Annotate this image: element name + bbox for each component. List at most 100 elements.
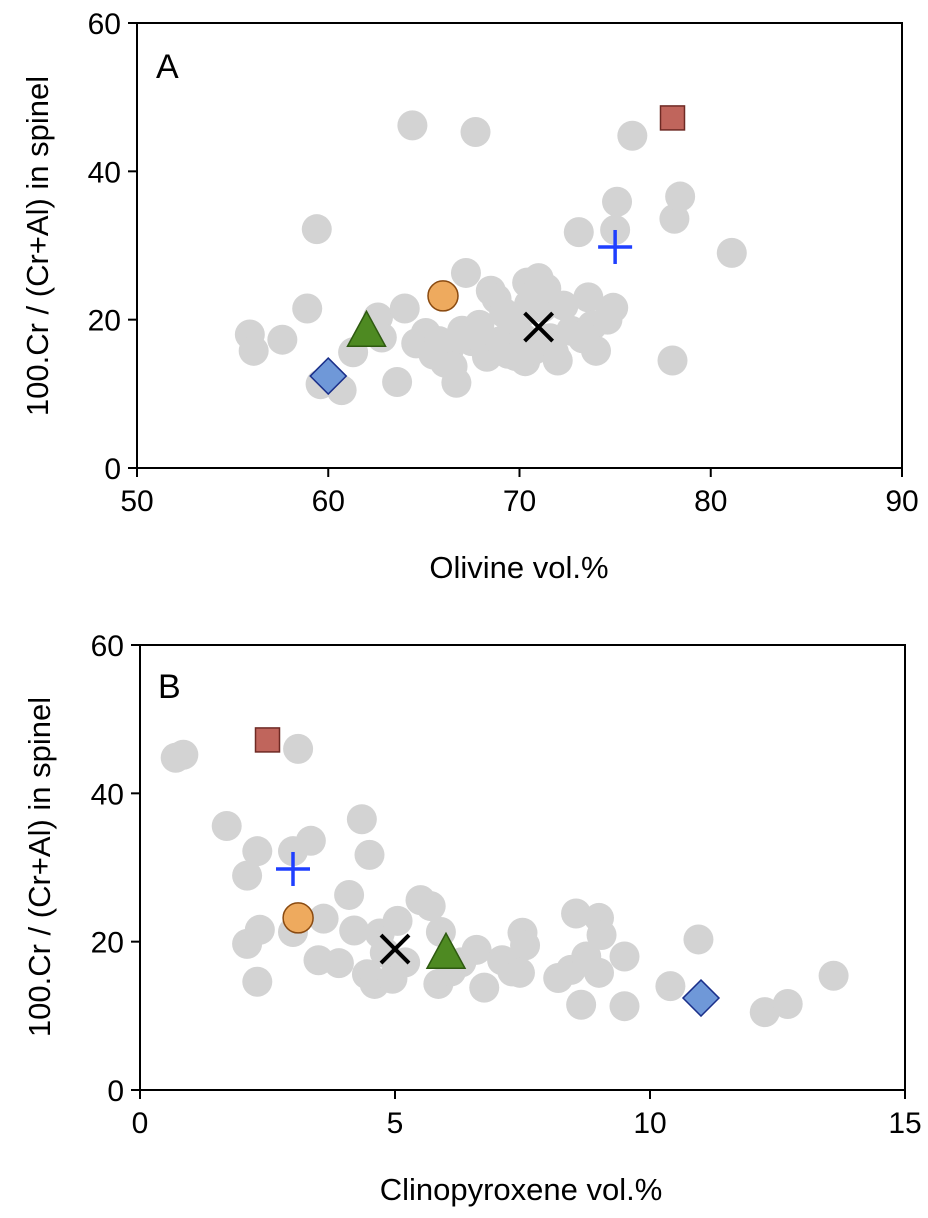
data-point-b (283, 733, 314, 764)
y-tick-label-a: 20 (88, 305, 121, 338)
data-point-b (461, 934, 492, 965)
triangle-marker-a (346, 309, 387, 348)
data-point-a (389, 293, 420, 324)
data-point-a (563, 217, 594, 248)
triangle-marker-b (425, 931, 467, 970)
data-point-b (818, 960, 849, 991)
data-point-a (238, 335, 269, 366)
x-tick-label-b: 10 (633, 1107, 666, 1140)
data-point-b (566, 989, 597, 1020)
data-point-b (382, 905, 413, 936)
data-point-b (242, 966, 273, 997)
data-point-a (716, 237, 747, 268)
data-point-a (301, 214, 332, 245)
data-point-b (334, 879, 365, 910)
data-point-b (510, 930, 541, 961)
data-point-b (242, 836, 273, 867)
panel-label-a: A (156, 48, 179, 86)
data-point-b (504, 957, 535, 988)
data-point-a (267, 324, 298, 355)
panel-a: A 0 20 40 60 50 60 70 80 90 Olivine vol.% 100.C… (20, 8, 919, 585)
data-point-a (617, 120, 648, 151)
data-point-a (548, 290, 579, 321)
data-point-b (749, 997, 780, 1028)
data-point-a (602, 186, 633, 217)
y-tick-label-b: 0 (107, 1075, 124, 1108)
diamond-marker-a (309, 356, 348, 396)
data-point-b (390, 947, 421, 978)
y-axis-b: 0 20 40 60 (91, 630, 140, 1108)
data-point-a (581, 335, 611, 366)
data-point-b (561, 898, 592, 929)
data-point-b (609, 941, 640, 972)
x-tick-label-b: 0 (132, 1107, 149, 1140)
y-tick-label-b: 60 (91, 630, 124, 663)
data-point-b (586, 919, 617, 950)
highlight-markers-a (309, 105, 686, 396)
data-point-a (657, 345, 688, 376)
panel-label-b: B (158, 668, 181, 706)
data-point-b (469, 972, 500, 1003)
data-point-b (772, 988, 803, 1019)
panel-b: B 0 20 40 60 0 5 10 15 Clinopyroxene vol.% 100… (22, 630, 922, 1207)
data-point-a (450, 257, 481, 288)
data-point-a (441, 367, 472, 398)
data-point-b (584, 957, 614, 988)
x-axis-b: 0 5 10 15 (132, 1090, 922, 1140)
x-tick-label-a: 60 (312, 485, 345, 518)
circle-marker-a (427, 280, 459, 312)
data-point-a (292, 293, 323, 324)
x-axis-a: 50 60 70 80 90 (120, 468, 919, 518)
x-tick-label-b: 15 (888, 1107, 921, 1140)
diamond-marker-b (681, 978, 721, 1018)
data-point-a (397, 110, 428, 141)
x-axis-label-b: Clinopyroxene vol.% (380, 1172, 663, 1207)
plot-frame-a (136, 22, 903, 469)
data-point-a (665, 181, 696, 212)
y-tick-label-a: 40 (88, 156, 121, 189)
data-point-b (244, 914, 275, 945)
y-tick-label-b: 20 (91, 927, 124, 960)
y-tick-label-a: 0 (104, 453, 121, 486)
y-tick-label-b: 40 (91, 778, 124, 811)
data-point-a (573, 282, 604, 313)
x-tick-label-a: 80 (694, 485, 727, 518)
data-point-b (308, 903, 339, 934)
y-axis-label-b: 100.Cr / (Cr+Al) in spinel (22, 697, 57, 1037)
square-marker-b (254, 727, 281, 753)
data-point-a (542, 345, 573, 376)
cross-marker-b-b (379, 933, 411, 965)
data-point-a (382, 366, 413, 397)
square-marker-a (659, 105, 686, 131)
scatter-points-b (160, 733, 849, 1028)
data-point-b (655, 971, 686, 1002)
data-point-b (354, 839, 385, 870)
data-point-b (415, 891, 446, 922)
y-axis-label-a: 100.Cr / (Cr+Al) in spinel (20, 76, 55, 416)
data-point-b (232, 860, 263, 891)
highlight-markers-b (254, 727, 721, 1018)
x-tick-label-a: 90 (885, 485, 918, 518)
x-tick-label-a: 70 (503, 485, 536, 518)
data-point-a (600, 214, 631, 245)
x-tick-label-a: 50 (120, 485, 153, 518)
data-point-b (339, 915, 370, 946)
data-point-b (211, 810, 242, 841)
data-point-b (168, 739, 199, 770)
data-point-b (609, 991, 640, 1022)
data-point-b (346, 804, 377, 835)
plot-frame-b (139, 644, 906, 1091)
scatter-points-a (234, 110, 747, 406)
cross-marker-b-a (523, 311, 555, 343)
data-point-b (323, 948, 354, 979)
data-point-b (683, 924, 714, 955)
data-point-b (295, 825, 326, 856)
x-tick-label-b: 5 (387, 1107, 404, 1140)
data-point-a (460, 117, 491, 148)
y-axis-a: 0 20 40 60 (88, 8, 137, 486)
circle-marker-b (282, 902, 314, 934)
data-point-a (598, 292, 629, 323)
x-axis-label-a: Olivine vol.% (429, 550, 608, 585)
y-tick-label-a: 60 (88, 8, 121, 41)
